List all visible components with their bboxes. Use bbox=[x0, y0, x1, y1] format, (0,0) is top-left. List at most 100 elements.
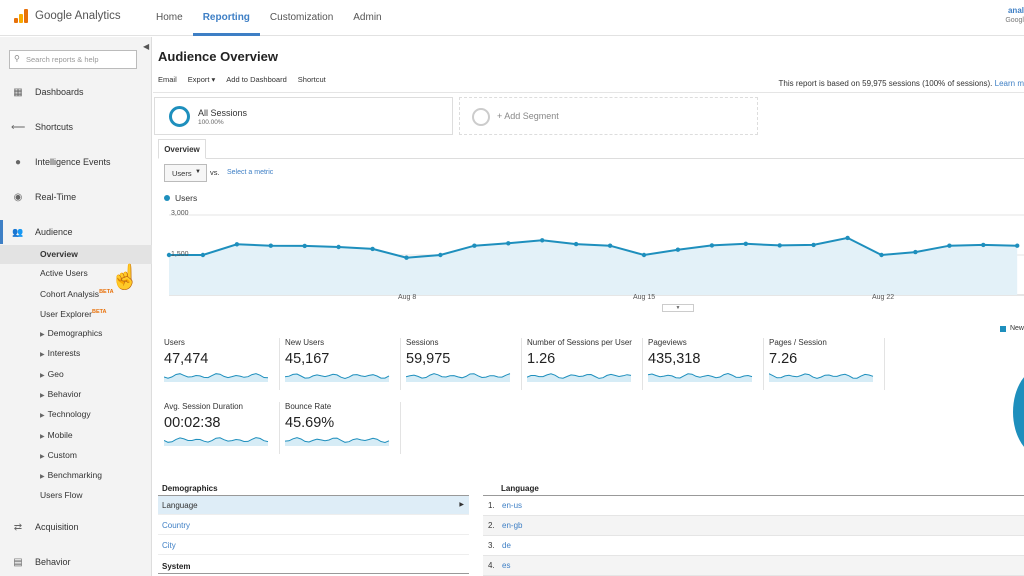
search-input[interactable]: ⚲ Search reports & help bbox=[9, 50, 137, 69]
sidebar-subitem-label: Overview bbox=[40, 249, 78, 259]
tab-overview[interactable]: Overview bbox=[158, 139, 206, 159]
main-content: Audience Overview Email Export ▾ Add to … bbox=[153, 37, 1024, 576]
data-point[interactable] bbox=[879, 252, 884, 258]
table-row: 4. es bbox=[483, 556, 1024, 576]
data-point[interactable] bbox=[438, 252, 443, 258]
tile-divider bbox=[400, 402, 401, 454]
beta-badge: BETA bbox=[99, 289, 114, 295]
sidebar-item-label: Intelligence Events bbox=[35, 157, 111, 167]
select-metric-link[interactable]: Select a metric bbox=[227, 169, 274, 176]
sidebar-subitem-interests[interactable]: ▶ Interests bbox=[0, 344, 152, 363]
sidebar-subitem-cohort-analysis[interactable]: Cohort AnalysisBETA bbox=[0, 283, 152, 302]
chart-resize-handle[interactable]: ▼ bbox=[662, 304, 694, 312]
legend-dot-icon bbox=[164, 195, 170, 201]
data-point[interactable] bbox=[709, 243, 715, 248]
data-point[interactable] bbox=[1015, 243, 1020, 248]
data-point[interactable] bbox=[200, 252, 206, 258]
language-link[interactable]: es bbox=[502, 561, 511, 570]
data-point[interactable] bbox=[743, 241, 748, 246]
data-point[interactable] bbox=[234, 242, 240, 247]
metric-select[interactable]: Users ▼ bbox=[164, 164, 207, 182]
sidebar-subitem-user-explorer[interactable]: User ExplorerBETA bbox=[0, 303, 152, 322]
export-button[interactable]: Export ▾ bbox=[187, 75, 216, 84]
data-point[interactable] bbox=[845, 235, 850, 241]
divider bbox=[483, 495, 1024, 496]
sidebar-subitem-overview[interactable]: Overview bbox=[0, 245, 152, 264]
sidebar-subitem-mobile[interactable]: ▶ Mobile bbox=[0, 426, 152, 445]
data-point[interactable] bbox=[540, 238, 545, 243]
sidebar-subitem-active-users[interactable]: Active Users bbox=[0, 264, 152, 283]
tile-divider bbox=[642, 338, 643, 390]
pie-legend-label: New bbox=[1009, 325, 1024, 332]
language-link[interactable]: de bbox=[502, 541, 511, 550]
data-point[interactable] bbox=[370, 246, 375, 252]
sidebar-subitem-label: Mobile bbox=[47, 430, 73, 440]
data-point[interactable] bbox=[336, 244, 341, 250]
account-menu[interactable]: anal Googl bbox=[1005, 6, 1024, 26]
sidebar-item-audience[interactable]: 👥 Audience bbox=[0, 220, 152, 244]
sidebar-item-intelligence-events[interactable]: ● Intelligence Events bbox=[0, 150, 152, 174]
shortcut-button[interactable]: Shortcut bbox=[297, 75, 326, 84]
metric-tile: Pageviews 435,318 bbox=[648, 338, 763, 390]
sidebar-subitem-behavior[interactable]: ▶ Behavior bbox=[0, 385, 152, 404]
data-point[interactable] bbox=[472, 243, 477, 248]
data-point[interactable] bbox=[404, 255, 409, 260]
sidebar-item-shortcuts[interactable]: ⟵ Shortcuts bbox=[0, 115, 152, 139]
sidebar-item-dashboards[interactable]: ▦ Dashboards bbox=[0, 80, 152, 104]
language-link[interactable]: en-us bbox=[502, 501, 523, 510]
data-point[interactable] bbox=[607, 243, 613, 248]
nav-admin[interactable]: Admin bbox=[353, 12, 382, 23]
system-header: System bbox=[162, 562, 191, 571]
segment-ring-icon bbox=[169, 106, 190, 127]
dashboard-grid-icon: ▦ bbox=[13, 86, 23, 98]
behavior-page-icon: ▤ bbox=[13, 556, 23, 568]
sidebar-item-real-time[interactable]: ◉ Real-Time bbox=[0, 185, 152, 209]
sidebar-subitem-technology[interactable]: ▶ Technology bbox=[0, 405, 152, 424]
demographics-city[interactable]: City bbox=[158, 536, 469, 555]
email-button[interactable]: Email bbox=[158, 75, 177, 84]
add-to-dashboard-button[interactable]: Add to Dashboard bbox=[226, 75, 287, 84]
x-tick-label: Aug 22 bbox=[872, 294, 895, 301]
metric-value: 435,318 bbox=[648, 351, 701, 367]
data-point[interactable] bbox=[573, 241, 579, 247]
nav-reporting[interactable]: Reporting bbox=[192, 0, 260, 36]
metric-label: Users bbox=[164, 338, 185, 347]
logo[interactable]: Google Analytics bbox=[14, 9, 121, 23]
nav-customization[interactable]: Customization bbox=[269, 12, 334, 23]
report-note: This report is based on 59,975 sessions … bbox=[779, 79, 1024, 88]
data-point[interactable] bbox=[506, 241, 511, 246]
data-point[interactable] bbox=[947, 243, 952, 248]
segment-name: All Sessions bbox=[198, 108, 248, 118]
data-point[interactable] bbox=[913, 249, 918, 255]
sidebar-subitem-custom[interactable]: ▶ Custom bbox=[0, 446, 152, 465]
sidebar-subitem-benchmarking[interactable]: ▶ Benchmarking bbox=[0, 466, 152, 485]
data-point[interactable] bbox=[675, 247, 681, 252]
data-point[interactable] bbox=[777, 243, 782, 248]
data-point[interactable] bbox=[166, 252, 172, 258]
nav-home[interactable]: Home bbox=[156, 12, 183, 23]
expand-triangle-icon: ▶ bbox=[40, 434, 45, 440]
sidebar-item-label: Audience bbox=[35, 227, 73, 237]
segment-all-sessions[interactable]: All Sessions 100.00% bbox=[154, 97, 453, 135]
demographics-country[interactable]: Country bbox=[158, 516, 469, 535]
demographics-language[interactable]: Language ▶ bbox=[158, 496, 469, 515]
sidebar-subitem-users-flow[interactable]: Users Flow bbox=[0, 486, 152, 505]
language-link[interactable]: en-gb bbox=[502, 521, 523, 530]
collapse-sidebar-icon[interactable]: ◀ bbox=[143, 42, 150, 51]
data-point[interactable] bbox=[302, 243, 307, 249]
sidebar-item-acquisition[interactable]: ⇄ Acquisition bbox=[0, 515, 152, 539]
data-point[interactable] bbox=[268, 243, 273, 248]
sidebar-item-label: Shortcuts bbox=[35, 122, 74, 132]
add-segment-button[interactable]: + Add Segment bbox=[459, 97, 758, 135]
data-point[interactable] bbox=[981, 242, 986, 248]
data-point[interactable] bbox=[641, 252, 647, 258]
sidebar-subitem-geo[interactable]: ▶ Geo bbox=[0, 365, 152, 384]
expand-triangle-icon: ▶ bbox=[40, 352, 45, 358]
sidebar-item-behavior[interactable]: ▤ Behavior bbox=[0, 550, 152, 574]
learn-more-link[interactable]: Learn m bbox=[994, 79, 1024, 88]
data-point[interactable] bbox=[811, 242, 816, 248]
sidebar-subitem-demographics[interactable]: ▶ Demographics bbox=[0, 324, 152, 343]
users-chart-svg bbox=[166, 214, 1024, 296]
tile-divider bbox=[763, 338, 764, 390]
metric-value: 00:02:38 bbox=[164, 415, 221, 431]
